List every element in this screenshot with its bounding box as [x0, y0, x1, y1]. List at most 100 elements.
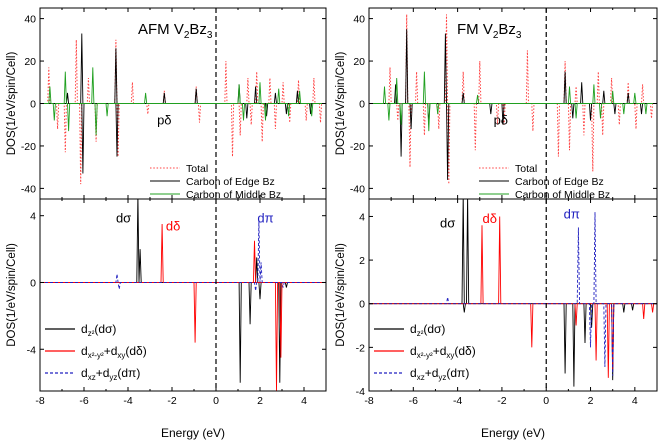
legend-text: (dδ) — [125, 344, 146, 358]
x-tick-label: 2 — [588, 395, 594, 407]
legend-subscript: xz — [417, 373, 425, 382]
legend-label: Total — [186, 163, 208, 175]
legend-subscript: yz — [438, 373, 446, 382]
panel-fm-orbital: -4 -2 0 2 4 -8 -6 -4 -2 0 2 4 DOS(1/eV/spin/Cell) dσ d… — [335, 198, 658, 407]
y-tick-label: -20 — [350, 141, 365, 153]
title-part: Bz — [498, 21, 516, 38]
panel-afm-total: -40 -20 0 20 40 DOS(1/eV/spin/Cell) AFM V2Bz3 p… — [6, 7, 327, 201]
y-tick-label: -40 — [350, 183, 365, 195]
legend-subscript: x²-y² — [417, 351, 433, 360]
legend-text: +d — [433, 344, 447, 358]
y-tick-label: -4 — [27, 344, 36, 356]
legend-text: (dπ) — [117, 366, 140, 380]
legend-label: dz²(dσ) — [81, 322, 116, 338]
annotation-label: dδ — [166, 219, 180, 234]
legend-label: Carbon of Edge Bz — [186, 176, 275, 188]
legend-text: d — [81, 366, 88, 380]
legend-subscript: xy — [446, 351, 454, 360]
legend-subscript: xz — [88, 373, 96, 382]
y-tick-label: 2 — [359, 255, 365, 267]
y-tick-label: 20 — [353, 56, 365, 68]
legend-subscript: xy — [117, 351, 125, 360]
legend-text: d — [410, 344, 417, 358]
series-line-2 — [40, 67, 326, 136]
annotation-label: dσ — [116, 210, 131, 225]
annotation-label: dπ — [564, 207, 580, 222]
annotation-label: pδ — [157, 113, 171, 128]
plot-area — [40, 33, 326, 185]
y-tick-label: -40 — [21, 183, 36, 195]
x-tick-label: -6 — [409, 395, 418, 407]
axes-frame — [39, 198, 327, 392]
y-tick-label: 20 — [24, 56, 36, 68]
legend-text: +d — [96, 366, 110, 380]
axes-frame — [368, 198, 658, 392]
legend-subscript: z² — [417, 329, 424, 338]
legend-label: dxz+dyz(dπ) — [81, 366, 140, 382]
annotation-label: dσ — [440, 215, 455, 230]
y-axis-label: DOS(1/eV/spin/Cell) — [335, 243, 347, 347]
legend-label: Total — [515, 163, 537, 175]
legend-text: d — [410, 322, 417, 336]
legend-text: (dδ) — [454, 344, 475, 358]
y-tick-label: -4 — [356, 386, 365, 398]
annotation-label: dπ — [257, 210, 273, 225]
x-axis-label-right: Energy (eV) — [481, 426, 545, 440]
series-line-1 — [369, 29, 657, 180]
plot-area — [369, 14, 657, 185]
chart-title: AFM V2Bz3 — [138, 21, 213, 41]
legend-subscript: x²-y² — [88, 351, 104, 360]
legend-subscript: z² — [88, 329, 95, 338]
x-tick-label: 2 — [257, 395, 263, 407]
legend-text: d — [410, 366, 417, 380]
y-tick-label: 0 — [30, 277, 36, 289]
x-tick-label: 4 — [301, 395, 307, 407]
legend-label: dx²-y²+dxy(dδ) — [81, 344, 147, 360]
legend-text: (dσ) — [423, 322, 445, 336]
y-tick-label: 40 — [353, 14, 365, 26]
series-line-2 — [40, 220, 326, 291]
title-part: Bz — [189, 21, 207, 38]
y-tick-label: 4 — [359, 211, 365, 223]
legend-text: (dσ) — [94, 322, 116, 336]
chart-title: FM V2Bz3 — [457, 21, 522, 41]
legend-subscript: yz — [109, 373, 117, 382]
series-line-1 — [369, 216, 657, 378]
x-tick-label: 0 — [543, 395, 549, 407]
legend-text: (dπ) — [446, 366, 469, 380]
title-subscript: 2 — [493, 30, 499, 41]
legend-label: dxz+dyz(dπ) — [410, 366, 469, 382]
legend-label: Carbon of Middle Bz — [186, 189, 281, 201]
y-tick-label: 0 — [30, 99, 36, 111]
legend-label: dz²(dσ) — [410, 322, 445, 338]
legend-text: d — [81, 322, 88, 336]
legend-label: dx²-y²+dxy(dδ) — [410, 344, 476, 360]
panel-fm-total: -40 -20 0 20 40 DOS(1/eV/spin/Cell) FM V2Bz3 pδ… — [335, 7, 658, 201]
x-tick-label: -8 — [35, 395, 44, 407]
plot-area — [369, 199, 657, 387]
x-tick-label: -2 — [167, 395, 176, 407]
series-line-2 — [369, 71, 657, 132]
y-tick-label: -2 — [356, 342, 365, 354]
y-tick-label: 0 — [359, 99, 365, 111]
legend-text: +d — [425, 366, 439, 380]
x-tick-label: -6 — [79, 395, 88, 407]
legend-text: +d — [104, 344, 118, 358]
x-tick-label: -4 — [453, 395, 462, 407]
y-axis-label: DOS(1/eV/spin/Cell) — [6, 52, 18, 156]
series-line-1 — [40, 223, 326, 391]
y-tick-label: -20 — [21, 141, 36, 153]
legend-label: Carbon of Middle Bz — [515, 189, 610, 201]
x-tick-label: -4 — [123, 395, 132, 407]
plot-area — [40, 199, 326, 391]
x-tick-label: -8 — [364, 395, 373, 407]
annotation-label: pδ — [494, 113, 508, 128]
x-tick-label: -2 — [497, 395, 506, 407]
title-subscript: 3 — [207, 30, 213, 41]
title-subscript: 3 — [516, 30, 522, 41]
title-part: FM V — [457, 21, 493, 38]
annotation-label: dδ — [483, 211, 497, 226]
y-tick-label: 4 — [30, 211, 36, 223]
series-line-2 — [369, 212, 657, 376]
